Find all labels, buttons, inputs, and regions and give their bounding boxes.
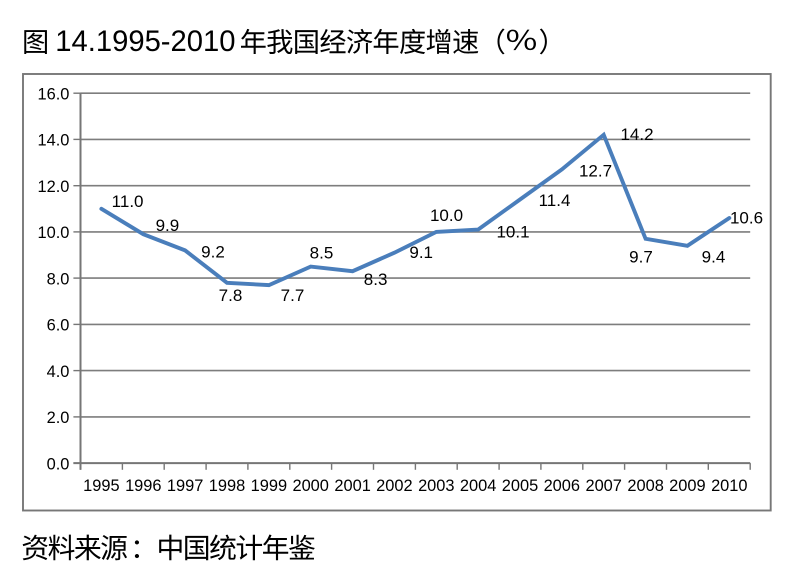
svg-text:11.0: 11.0 [112,192,144,211]
svg-text:2009: 2009 [669,477,705,495]
svg-text:12.7: 12.7 [579,162,612,181]
svg-text:6.0: 6.0 [47,317,70,335]
svg-text:16.0: 16.0 [37,85,69,103]
svg-text:11.4: 11.4 [539,191,571,210]
svg-text:14.2: 14.2 [620,125,653,144]
svg-text:2010: 2010 [711,477,747,495]
svg-text:9.7: 9.7 [629,247,653,266]
svg-text:14.0: 14.0 [37,132,69,150]
svg-text:0.0: 0.0 [47,455,70,473]
svg-text:2006: 2006 [544,477,580,495]
svg-text:9.2: 9.2 [201,243,225,262]
svg-text:10.1: 10.1 [496,222,529,241]
svg-text:2001: 2001 [334,477,370,495]
svg-text:9.4: 9.4 [702,247,726,266]
svg-text:1995: 1995 [83,477,119,495]
svg-text:2000: 2000 [292,477,328,495]
svg-text:12.0: 12.0 [37,178,69,196]
svg-text:2005: 2005 [502,477,538,495]
svg-text:1997: 1997 [167,477,203,495]
svg-text:10.0: 10.0 [37,224,69,242]
svg-text:7.8: 7.8 [219,286,243,305]
svg-text:1999: 1999 [251,477,287,495]
svg-text:8.0: 8.0 [47,270,70,288]
svg-text:8.5: 8.5 [310,244,334,263]
svg-text:2003: 2003 [418,477,454,495]
svg-text:9.9: 9.9 [156,216,180,235]
svg-text:9.1: 9.1 [409,243,433,262]
svg-text:2002: 2002 [376,477,412,495]
svg-text:10.6: 10.6 [730,208,763,227]
svg-text:1996: 1996 [125,477,161,495]
svg-text:2.0: 2.0 [47,409,70,427]
svg-text:2004: 2004 [460,477,496,495]
svg-text:8.3: 8.3 [364,270,388,289]
svg-text:10.0: 10.0 [430,206,463,225]
svg-text:14.1995-2010: 14.1995-2010 [55,26,235,58]
svg-text:2007: 2007 [585,477,621,495]
svg-text:7.7: 7.7 [281,286,305,305]
svg-text:4.0: 4.0 [47,363,70,381]
svg-text:2008: 2008 [627,477,663,495]
svg-text:1998: 1998 [209,477,245,495]
